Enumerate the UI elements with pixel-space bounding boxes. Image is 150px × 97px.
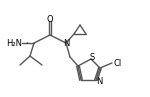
Text: O: O: [47, 16, 53, 25]
Text: ,: ,: [26, 38, 28, 44]
Text: H₂N: H₂N: [6, 39, 22, 48]
Text: S: S: [89, 52, 95, 61]
Text: N: N: [96, 78, 102, 87]
Text: N: N: [63, 39, 69, 48]
Text: Cl: Cl: [114, 58, 122, 68]
